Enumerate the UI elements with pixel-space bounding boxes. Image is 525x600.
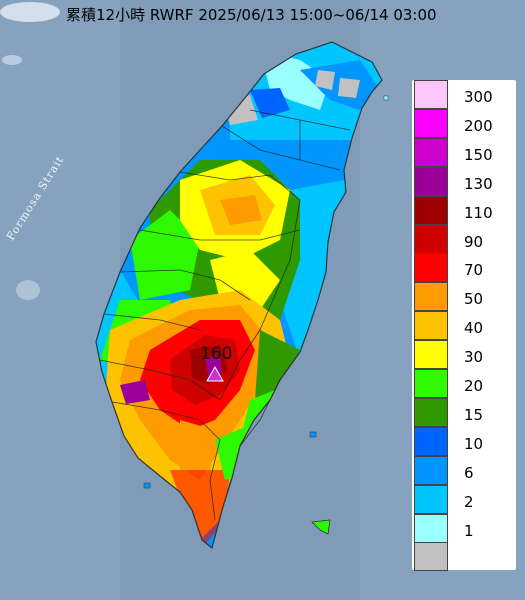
legend-label: 30 — [464, 348, 484, 367]
triangle-marker-icon — [206, 366, 224, 382]
county-boundaries — [95, 41, 383, 550]
legend-swatch — [414, 137, 448, 167]
legend-swatch — [414, 455, 448, 485]
legend-swatch — [414, 108, 448, 138]
legend-label: 1 — [464, 521, 474, 540]
legend-label: 10 — [464, 434, 484, 453]
legend-label: 50 — [464, 290, 484, 309]
legend-label: 150 — [464, 145, 493, 164]
turtle-island — [309, 431, 317, 438]
legend-label: 110 — [464, 203, 493, 222]
legend-swatch — [414, 484, 448, 514]
legend-swatch — [414, 311, 448, 341]
map-title: 累積12小時 RWRF 2025/06/13 15:00~06/14 03:00 — [66, 6, 437, 24]
legend-swatch — [414, 224, 448, 254]
legend-label: 70 — [464, 261, 484, 280]
legend-swatch — [414, 80, 448, 109]
legend-label: 300 — [464, 88, 493, 106]
legend-swatch — [414, 253, 448, 283]
legend-label: 130 — [464, 174, 493, 193]
legend-swatch — [414, 340, 448, 370]
legend-label: 20 — [464, 377, 484, 395]
legend-swatch — [414, 397, 448, 427]
cloud-patch — [16, 280, 40, 300]
legend-swatch — [414, 282, 448, 312]
xiaoliuqiu-island — [143, 482, 151, 489]
legend-swatch — [414, 195, 448, 225]
green-island — [311, 519, 331, 535]
legend-label: 40 — [464, 319, 484, 338]
peak-value-label: 160 — [200, 344, 233, 364]
cloud-patch — [0, 2, 60, 22]
legend-swatch — [414, 542, 448, 572]
legend-label: 90 — [464, 232, 484, 251]
legend-swatch — [414, 513, 448, 543]
cloud-patch — [2, 55, 22, 65]
legend-swatch — [414, 369, 448, 398]
legend-label: 15 — [464, 405, 484, 424]
legend-label: 200 — [464, 116, 493, 135]
legend-swatch — [414, 166, 448, 196]
guishan-island — [383, 95, 389, 101]
legend-label: 2 — [464, 492, 474, 511]
color-legend: 300 200 150 130 110 90 70 50 40 30 20 15 10 6 2 1 — [412, 80, 516, 572]
legend-swatch — [414, 426, 448, 456]
legend-label: 6 — [464, 463, 474, 482]
